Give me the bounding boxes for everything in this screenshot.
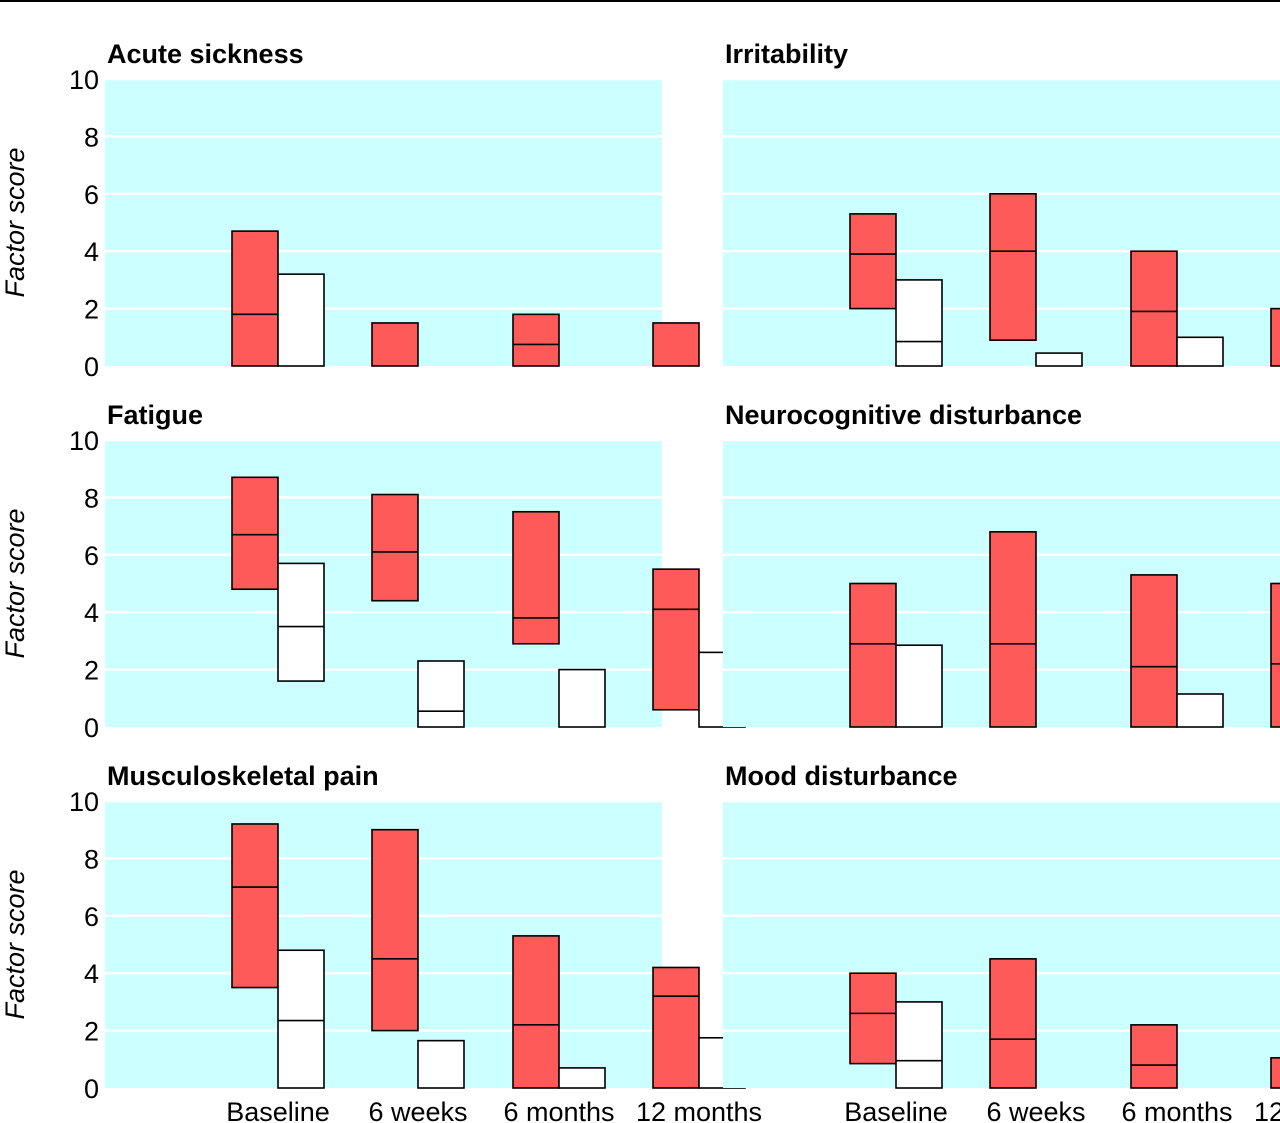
- panel-acute-sickness: Acute sickness 0 2 4 6 8 10 Factor score: [0, 39, 700, 382]
- red-box-6-weeks: [989, 958, 1037, 1089]
- y-tick-label: 6: [84, 541, 99, 571]
- panel-musculoskeletal-pain: Musculoskeletal pain 0 2 4 6 8 10 Factor score B…: [0, 761, 762, 1123]
- y-axis-label: Factor score: [0, 147, 30, 297]
- plot-background: [105, 79, 662, 366]
- red-box-6-weeks: [989, 531, 1037, 728]
- red-box-6-weeks: [371, 493, 419, 602]
- y-tick-label: 0: [84, 352, 99, 382]
- white-box-6-weeks: [417, 660, 465, 728]
- y-tick-label: 8: [84, 844, 99, 874]
- panel-neurocognitive-disturbance: Neurocognitive disturbance: [723, 400, 1280, 728]
- y-axis-label: Factor score: [0, 869, 30, 1019]
- panel-title: Acute sickness: [107, 39, 304, 69]
- panel-title: Irritability: [725, 39, 848, 69]
- y-tick-label: 0: [84, 1074, 99, 1104]
- panel-title: Musculoskeletal pain: [107, 761, 379, 791]
- y-tick-label: 2: [84, 1017, 99, 1047]
- red-box-12-months: [652, 568, 700, 711]
- panel-title: Neurocognitive disturbance: [725, 400, 1082, 430]
- red-box-12-months: [1270, 307, 1280, 367]
- red-box-12-months: [652, 322, 700, 367]
- red-box-baseline: [849, 213, 897, 310]
- white-box-baseline: [895, 279, 943, 367]
- white-box-6-months: [558, 668, 606, 728]
- y-tick-label: 10: [69, 426, 99, 456]
- panel-mood-disturbance: Mood disturbance Baseline 6 weeks 6 months 1…: [723, 761, 1280, 1123]
- panel-title: Mood disturbance: [725, 761, 958, 791]
- red-box-6-months: [1130, 1024, 1178, 1089]
- y-tick-label: 4: [84, 959, 99, 989]
- white-box-6-weeks: [1035, 352, 1083, 367]
- red-box-baseline: [231, 476, 279, 591]
- y-tick-label: 8: [84, 483, 99, 513]
- white-box-baseline: [277, 949, 325, 1089]
- white-box-6-months: [1176, 693, 1224, 728]
- red-box-baseline: [849, 972, 897, 1065]
- red-box-baseline: [231, 230, 279, 367]
- y-tick-label: 6: [84, 902, 99, 932]
- red-box-6-months: [1130, 574, 1178, 728]
- red-box-6-weeks: [989, 193, 1037, 341]
- x-tick-label: 6 weeks: [368, 1097, 467, 1123]
- x-tick-label: 6 months: [1121, 1097, 1232, 1123]
- y-tick-label: 10: [69, 787, 99, 817]
- red-box-12-months: [652, 966, 700, 1089]
- white-box-baseline: [277, 273, 325, 367]
- white-box-6-months: [1176, 336, 1224, 367]
- x-tick-label: 6 weeks: [986, 1097, 1085, 1123]
- y-tick-label: 4: [84, 598, 99, 628]
- x-tick-label: 12 months: [1254, 1097, 1280, 1123]
- x-tick-label: 6 months: [503, 1097, 614, 1123]
- red-box-6-months: [512, 935, 560, 1089]
- white-box-baseline: [895, 644, 943, 728]
- red-box-12-months: [1270, 1057, 1280, 1089]
- red-box-6-weeks: [371, 322, 419, 367]
- x-tick-label: Baseline: [844, 1097, 948, 1123]
- y-tick-label: 0: [84, 713, 99, 743]
- panel-fatigue: Fatigue 0 2 4 6 8 10 Factor score: [0, 400, 746, 743]
- top-rule: [0, 0, 1280, 2]
- red-box-6-months: [512, 510, 560, 645]
- red-box-baseline: [849, 582, 897, 728]
- y-axis-label: Factor score: [0, 508, 30, 658]
- red-box-6-weeks: [371, 828, 419, 1032]
- y-tick-label: 2: [84, 295, 99, 325]
- white-box-baseline: [277, 562, 325, 682]
- y-tick-label: 2: [84, 656, 99, 686]
- white-box-6-months: [558, 1067, 606, 1089]
- panel-irritability: Irritability: [723, 39, 1280, 367]
- panel-title: Fatigue: [107, 400, 203, 430]
- x-tick-label: Baseline: [226, 1097, 330, 1123]
- x-tick-label: 12 months: [636, 1097, 762, 1123]
- red-box-baseline: [231, 823, 279, 989]
- y-tick-label: 8: [84, 122, 99, 152]
- red-box-6-months: [512, 313, 560, 367]
- red-box-12-months: [1270, 582, 1280, 728]
- y-tick-label: 10: [69, 65, 99, 95]
- y-tick-label: 4: [84, 237, 99, 267]
- white-box-6-weeks: [417, 1039, 465, 1089]
- white-box-baseline: [895, 1001, 943, 1089]
- red-box-6-months: [1130, 250, 1178, 367]
- y-tick-label: 6: [84, 180, 99, 210]
